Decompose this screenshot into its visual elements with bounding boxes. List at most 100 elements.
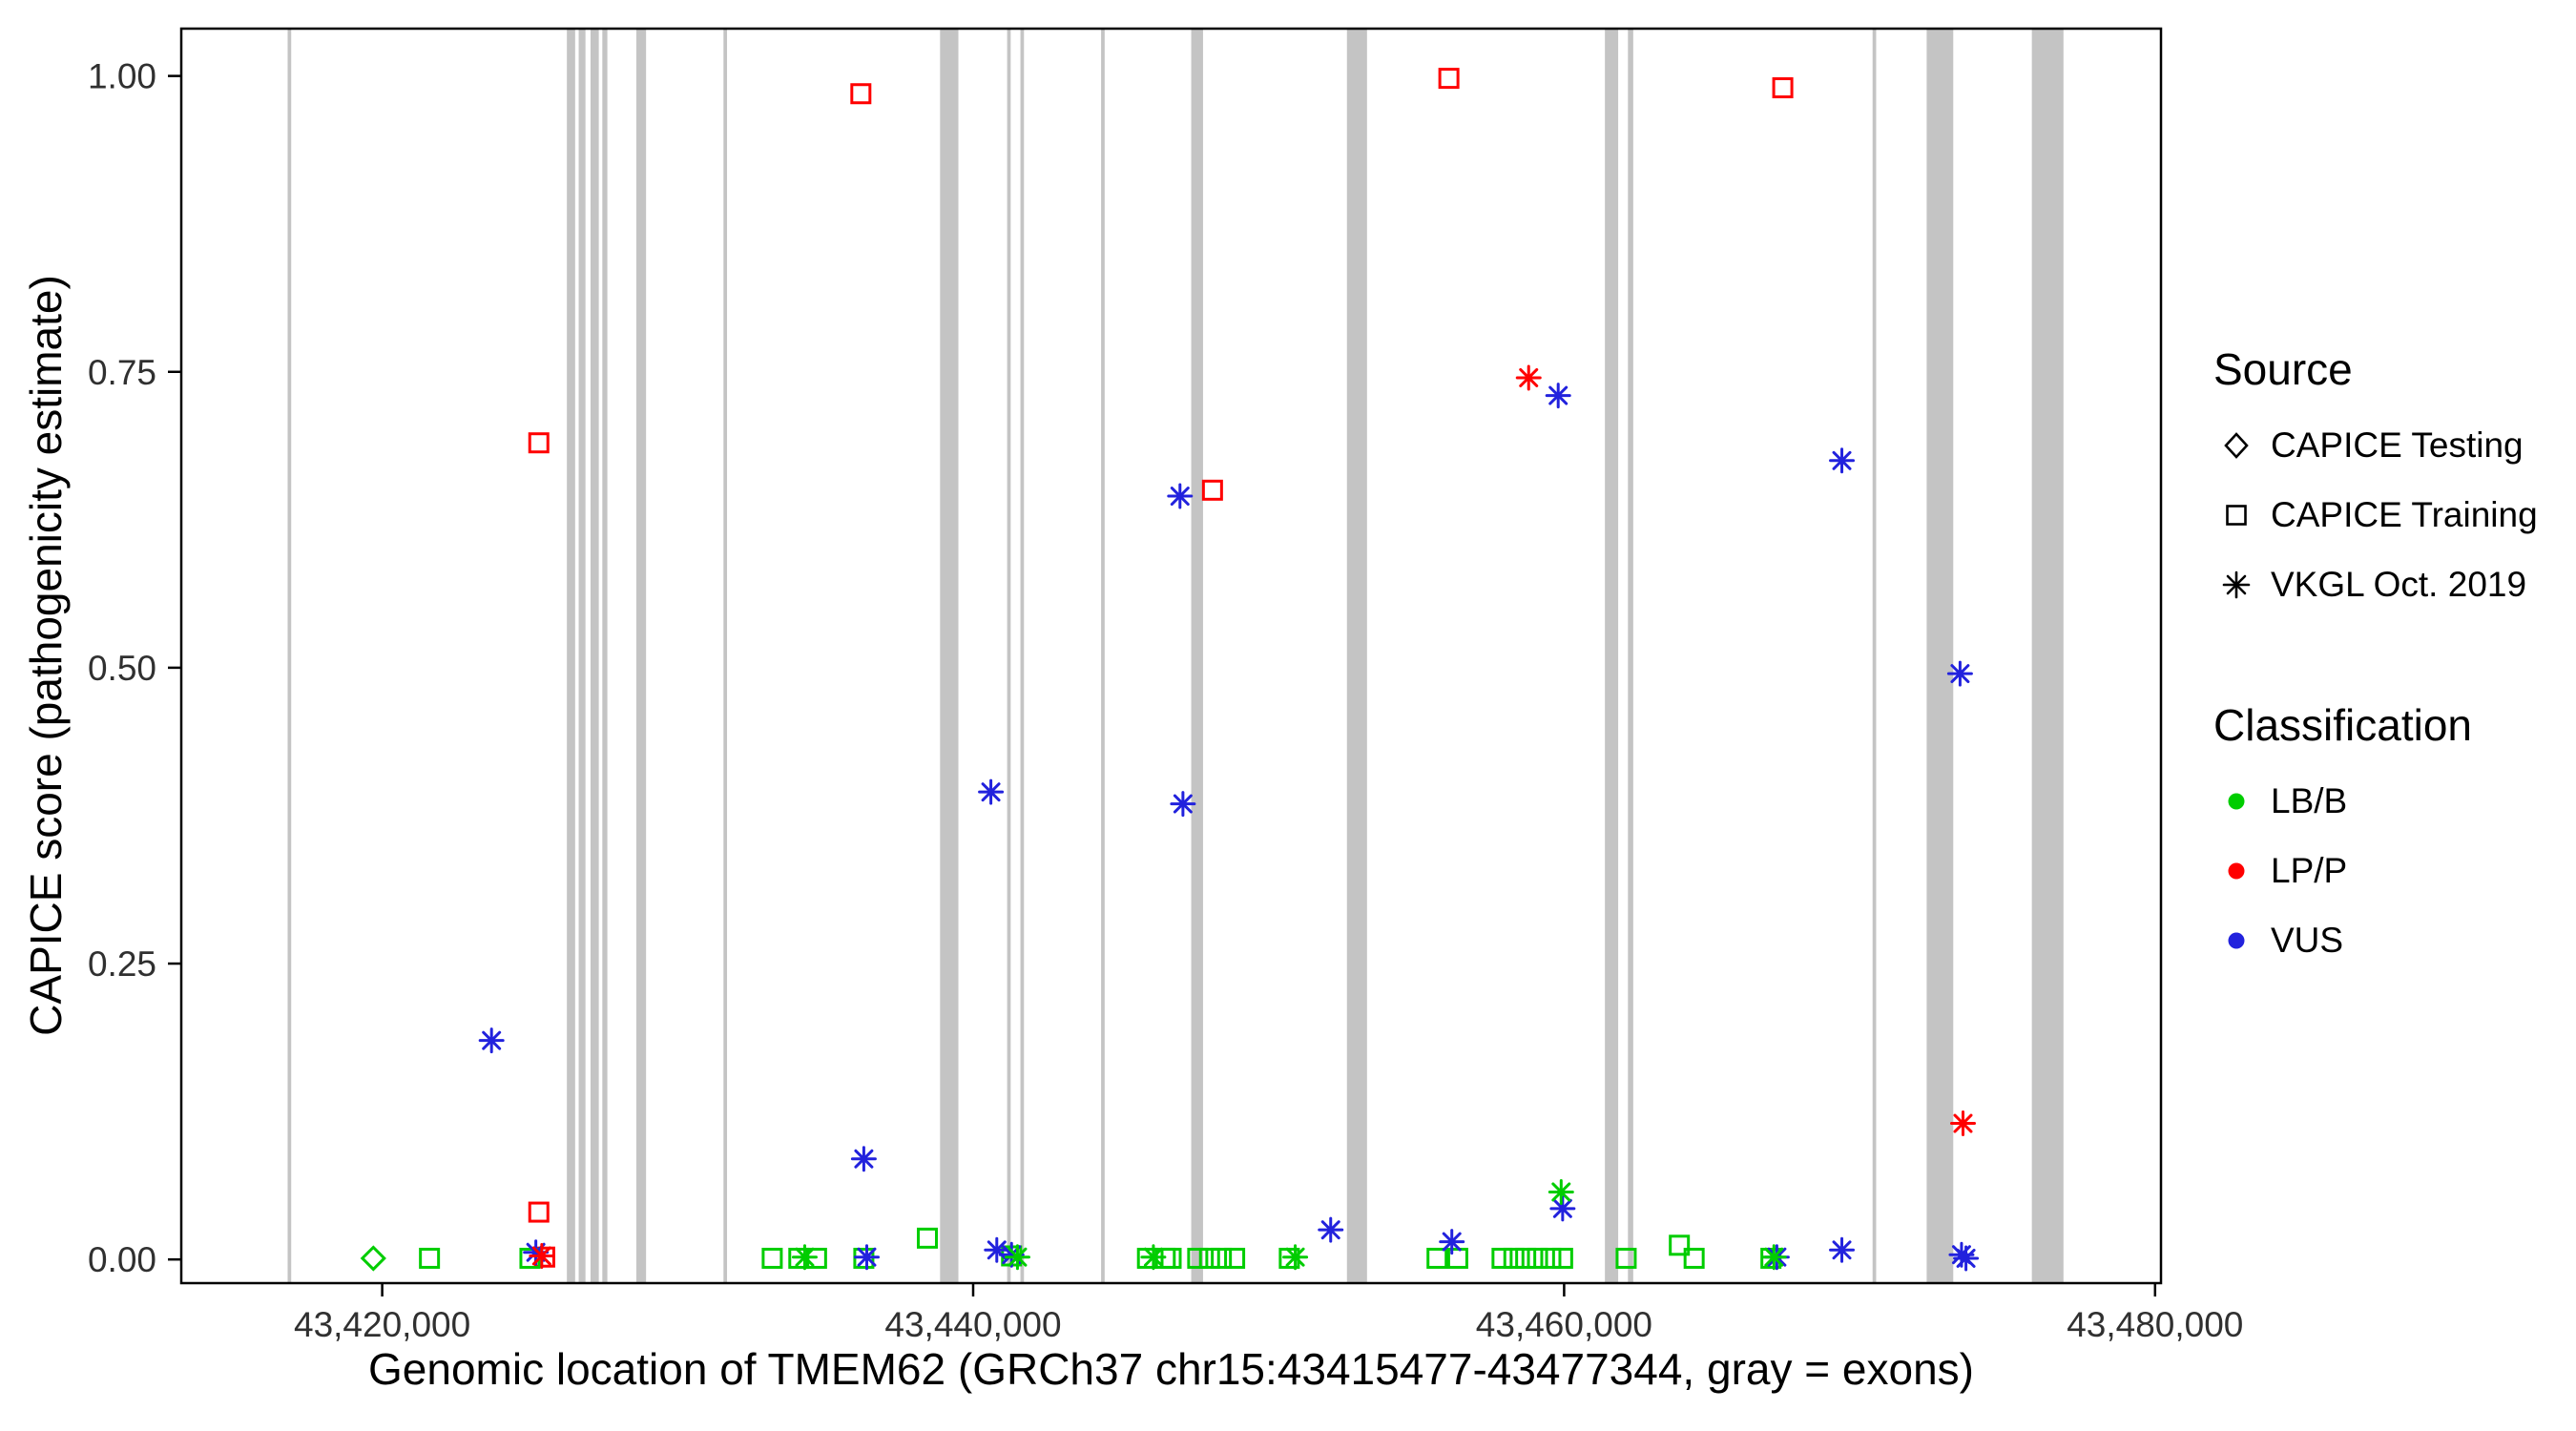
data-point — [1683, 1247, 1705, 1269]
data-point — [1282, 1244, 1309, 1271]
legend-item-label: CAPICE Training — [2271, 494, 2538, 534]
x-tick-label: 43,420,000 — [294, 1305, 470, 1344]
exon-layer — [287, 29, 2064, 1283]
data-point — [1503, 1247, 1525, 1269]
exon-bar — [940, 29, 959, 1283]
x-tick-label: 43,440,000 — [884, 1305, 1061, 1344]
exon-bar — [1872, 29, 1877, 1283]
legend-item-vus: VUS — [2213, 905, 2566, 975]
exon-bar — [1020, 29, 1025, 1283]
exon-bar — [578, 29, 586, 1283]
data-point — [1515, 1247, 1537, 1269]
data-point — [1167, 483, 1194, 509]
data-point — [529, 1242, 555, 1269]
data-point — [528, 1201, 550, 1223]
data-point — [850, 1146, 877, 1172]
data-point — [1140, 1244, 1167, 1271]
exon-bar — [1007, 29, 1011, 1283]
data-point — [984, 1236, 1010, 1263]
data-point — [1760, 1244, 1787, 1271]
data-point — [978, 778, 1005, 805]
lpp-dot-icon — [2228, 862, 2245, 879]
legend-item-label: LB/B — [2271, 780, 2348, 820]
data-point — [1545, 383, 1571, 409]
exon-bar — [1605, 29, 1619, 1283]
data-point — [1549, 1195, 1576, 1222]
data-point — [1829, 1236, 1856, 1263]
data-point — [1829, 447, 1856, 474]
data-point — [1540, 1247, 1562, 1269]
data-point — [1953, 1245, 1980, 1272]
data-point — [1551, 1247, 1573, 1269]
legend-source-title: Source — [2213, 344, 2353, 394]
data-point — [1772, 77, 1794, 99]
data-point — [419, 1247, 441, 1269]
data-point — [1187, 1247, 1209, 1269]
lbb-dot-icon — [2228, 793, 2245, 809]
data-point — [1515, 364, 1542, 391]
data-point — [1426, 1247, 1448, 1269]
y-tick-label: 0.00 — [88, 1240, 156, 1279]
y-tick-label: 1.00 — [88, 57, 156, 96]
exon-bar — [1628, 29, 1633, 1283]
data-point — [1491, 1247, 1513, 1269]
data-point — [1224, 1247, 1246, 1269]
diamond-icon — [2224, 431, 2249, 459]
data-point — [360, 1245, 386, 1272]
legend-classification-section: Classification LB/B LP/P VUS — [2213, 699, 2566, 975]
legend-item-lpp: LP/P — [2213, 836, 2566, 905]
exon-bar — [1346, 29, 1367, 1283]
legend-classification-title: Classification — [2213, 700, 2472, 750]
exon-bar — [287, 29, 292, 1283]
panel-border — [179, 27, 2163, 1285]
data-point — [1438, 68, 1460, 90]
exon-bar — [2031, 29, 2064, 1283]
legend-item-label: CAPICE Testing — [2271, 425, 2524, 465]
data-point — [478, 1027, 505, 1054]
data-point — [916, 1227, 938, 1249]
y-tick-label: 0.25 — [88, 944, 156, 984]
legend-item-capice-testing: CAPICE Testing — [2213, 410, 2566, 480]
y-axis-title: CAPICE score (pathogenicity estimate) — [21, 275, 71, 1036]
exon-bar — [602, 29, 608, 1283]
x-tick-label: 43,460,000 — [1476, 1305, 1652, 1344]
legend-item-capice-training: CAPICE Training — [2213, 480, 2566, 550]
data-point — [1548, 1178, 1574, 1205]
data-point — [1527, 1247, 1548, 1269]
x-tick-label: 43,480,000 — [2067, 1305, 2243, 1344]
legend: Source CAPICE Testing CAPICE Training — [2213, 343, 2566, 975]
data-point — [1211, 1247, 1233, 1269]
data-point — [1439, 1229, 1465, 1255]
exon-bar — [1101, 29, 1105, 1283]
exon-bar — [590, 29, 599, 1283]
data-point — [791, 1244, 818, 1271]
legend-source-section: Source CAPICE Testing CAPICE Training — [2213, 343, 2566, 619]
y-tick-label: 0.50 — [88, 649, 156, 688]
asterisk-icon — [2222, 570, 2251, 598]
data-point — [1950, 1110, 1976, 1137]
exon-bar — [1191, 29, 1203, 1283]
data-point — [761, 1247, 783, 1269]
data-point — [528, 432, 550, 454]
data-point — [1615, 1247, 1637, 1269]
points-layer — [360, 68, 1980, 1272]
data-point — [1318, 1216, 1344, 1243]
exon-bar — [567, 29, 575, 1283]
data-point — [1669, 1234, 1691, 1256]
y-tick-label: 0.75 — [88, 353, 156, 392]
data-point — [1170, 791, 1196, 818]
legend-item-vkgl: VKGL Oct. 2019 — [2213, 550, 2566, 619]
data-point — [1004, 1244, 1030, 1271]
legend-item-lbb: LB/B — [2213, 766, 2566, 836]
data-point — [854, 1244, 881, 1271]
vus-dot-icon — [2228, 932, 2245, 948]
legend-item-label: VKGL Oct. 2019 — [2271, 564, 2527, 604]
legend-item-label: VUS — [2271, 920, 2344, 960]
data-point — [1946, 660, 1973, 687]
data-point — [1201, 479, 1223, 501]
data-point — [1198, 1247, 1220, 1269]
square-icon — [2226, 504, 2247, 526]
data-point — [850, 83, 872, 105]
